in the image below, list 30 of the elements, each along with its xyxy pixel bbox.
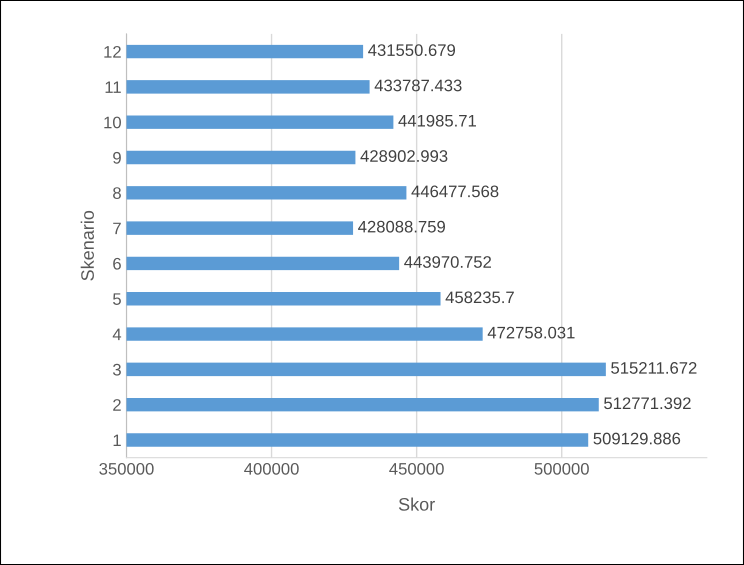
x-tick-label: 450000	[389, 462, 444, 475]
y-tick-label: 5	[113, 293, 121, 305]
data-label: 443970.752	[404, 256, 491, 268]
data-label: 433787.433	[374, 80, 462, 92]
y-tick-label: 3	[112, 364, 121, 376]
y-tick-label: 2	[113, 399, 121, 411]
x-tick-label: 400000	[244, 462, 299, 475]
data-label: 472758.031	[488, 326, 575, 339]
x-tick-label: 500000	[534, 462, 589, 475]
data-label: 441985.71	[398, 114, 476, 127]
y-tick-label: 1	[114, 434, 121, 446]
y-tick-label: 4	[112, 328, 122, 340]
data-label: 431550.679	[368, 44, 455, 56]
y-tick-label: 9	[113, 152, 121, 164]
y-tick-label: 8	[113, 187, 121, 200]
data-label: 428088.759	[358, 220, 445, 233]
y-tick-label: 7	[113, 222, 121, 234]
y-axis-title: Skenario	[80, 210, 94, 281]
data-label: 509129.886	[594, 432, 680, 444]
y-tick-label: 11	[106, 81, 121, 93]
y-tick-label: 12	[104, 46, 121, 58]
data-label: 458235.7	[446, 291, 514, 304]
y-tick-label: 6	[113, 258, 121, 270]
y-tick-label: 10	[104, 116, 121, 128]
data-label: 515211.672	[611, 362, 696, 374]
data-label: 428902.993	[360, 150, 448, 162]
data-label: 512771.392	[604, 397, 691, 410]
x-tick-label: 350000	[99, 462, 154, 475]
x-axis-title: Skor	[398, 497, 435, 511]
data-label: 446477.568	[411, 185, 498, 198]
